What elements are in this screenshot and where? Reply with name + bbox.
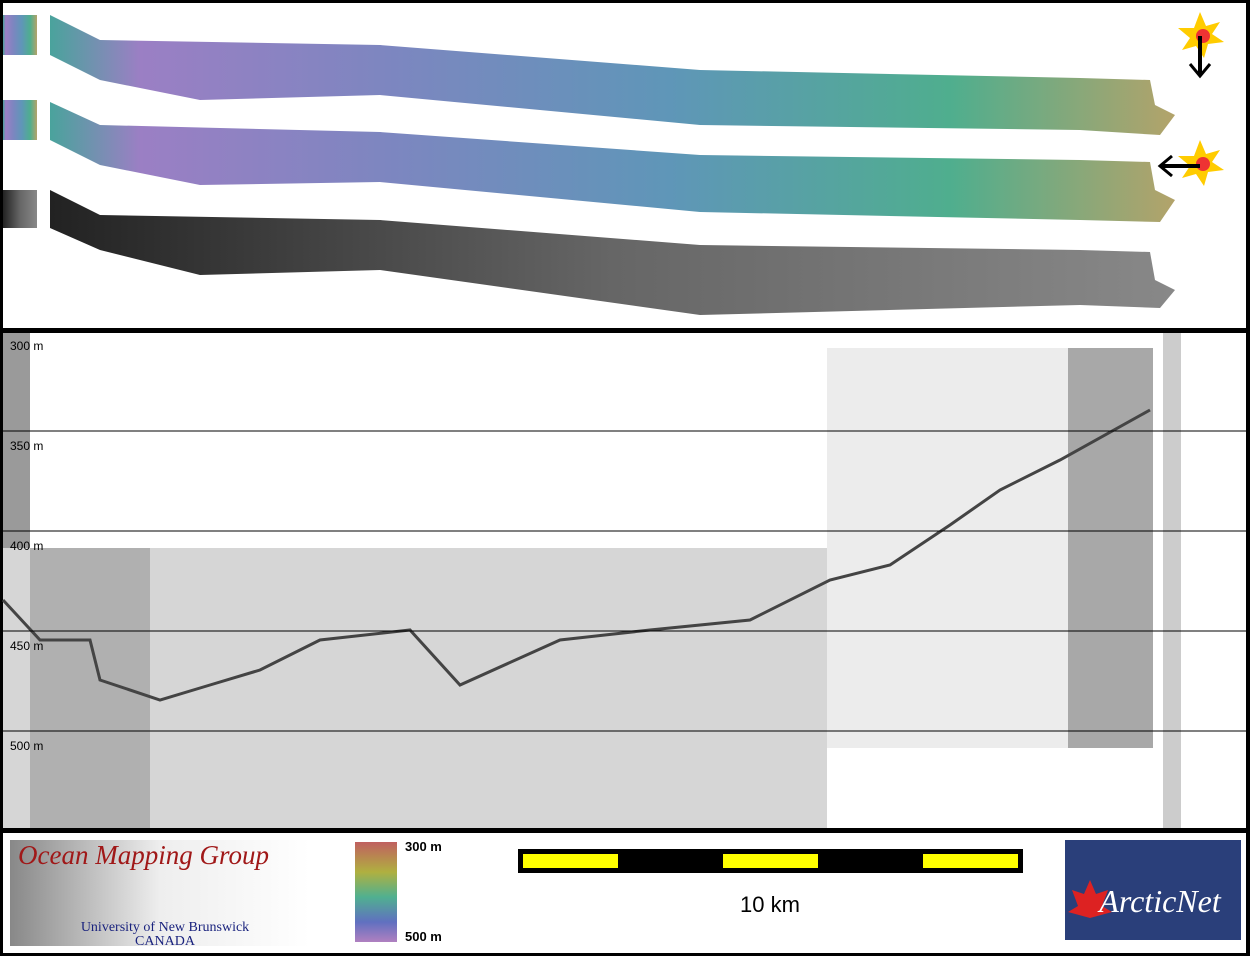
colorbar (355, 842, 397, 942)
depth-tick-label: 450 m (10, 639, 43, 653)
depth-tick-label: 400 m (10, 539, 43, 553)
omg-logo (10, 840, 310, 946)
arcticnet-logo (1065, 840, 1241, 940)
colorbar-label: 300 m (405, 839, 442, 854)
depth-tick-label: 300 m (10, 339, 43, 353)
logo-title: Ocean Mapping Group (18, 840, 269, 870)
swath-sidescan (3, 190, 1175, 315)
colorbar-label: 500 m (405, 929, 442, 944)
logo-country: CANADA (135, 934, 196, 949)
logo-university: University of New Brunswick (81, 920, 249, 935)
profile-panel (1, 333, 1246, 828)
swath-bathy-1 (3, 15, 1175, 135)
partner-logo: ArcticNet (1097, 883, 1222, 919)
scale-label: 10 km (740, 892, 800, 917)
swath-bathy-2 (3, 100, 1175, 222)
depth-tick-label: 500 m (10, 739, 43, 753)
depth-tick-label: 350 m (10, 439, 43, 453)
sun-icon (1157, 12, 1224, 186)
scale-bar (518, 849, 1023, 873)
